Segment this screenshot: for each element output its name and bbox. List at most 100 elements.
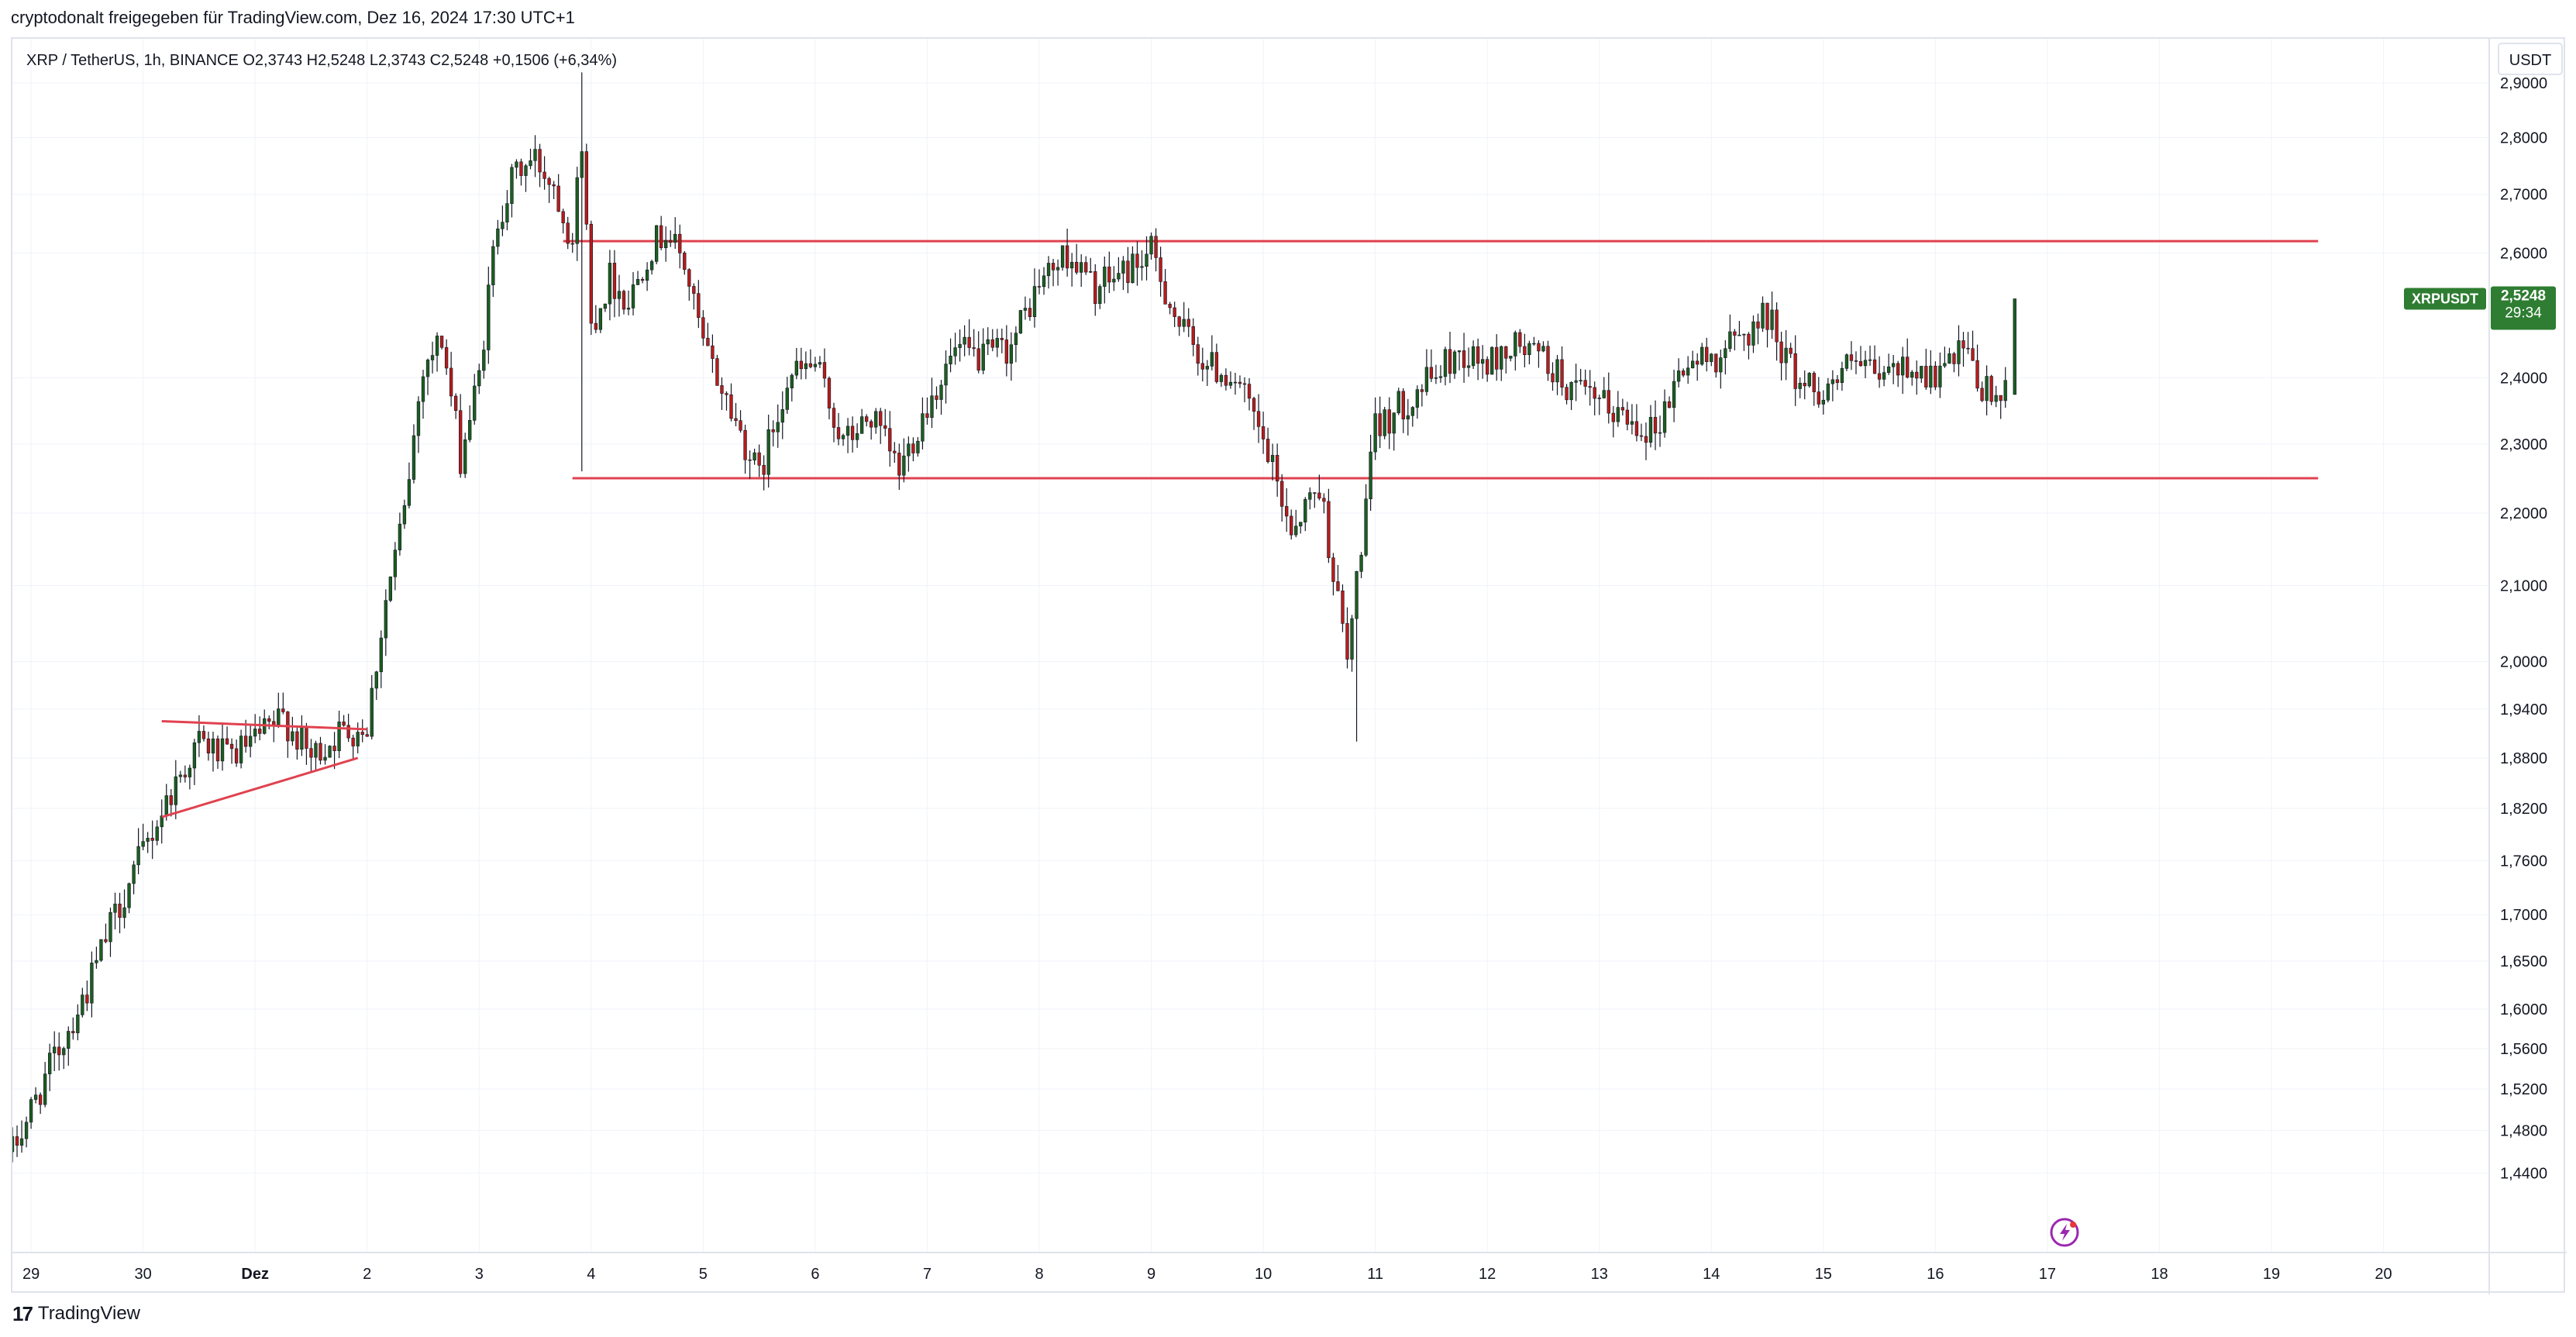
- candle-body: [1616, 407, 1620, 422]
- candle: [762, 455, 766, 491]
- candle: [1000, 328, 1004, 353]
- candle-body: [155, 826, 159, 841]
- candle: [314, 740, 318, 772]
- candle-body: [43, 1073, 47, 1105]
- currency-label: USDT: [2509, 52, 2551, 69]
- candle-body: [1504, 346, 1508, 359]
- candle: [1607, 372, 1610, 424]
- candle: [580, 72, 584, 472]
- price-tick-label: 1,5600: [2500, 1041, 2547, 1058]
- candle: [631, 272, 635, 315]
- candle: [248, 725, 253, 758]
- tradingview-logo[interactable]: 17 TradingView: [12, 1302, 140, 1325]
- candle: [1103, 257, 1107, 304]
- candle: [841, 433, 845, 446]
- candle-body: [547, 178, 551, 185]
- candle: [1392, 412, 1396, 451]
- candle-body: [1784, 347, 1788, 364]
- candle-body: [1303, 498, 1307, 522]
- candle: [38, 1092, 43, 1115]
- candle: [1975, 344, 1979, 392]
- lightning-bolt-icon[interactable]: [2050, 1218, 2079, 1247]
- candle-body: [1676, 370, 1681, 382]
- candle: [533, 135, 537, 177]
- candle: [267, 715, 271, 729]
- time-axis[interactable]: 29 30 Dez 2 3 4 5 6 7 8 9 10 11 12 13 14 15 16 17 18 19 20: [22, 1266, 2392, 1283]
- candle: [850, 416, 855, 453]
- candle-body: [963, 336, 966, 345]
- candle-body: [402, 505, 407, 525]
- candle: [1285, 488, 1289, 532]
- candle: [229, 738, 234, 764]
- candle: [1574, 364, 1578, 401]
- candle-body: [552, 184, 556, 187]
- candle: [277, 692, 281, 729]
- candle-body: [538, 149, 542, 173]
- candle-body: [370, 687, 374, 737]
- candle-body: [911, 443, 915, 453]
- candle: [379, 630, 383, 688]
- candle-body: [24, 1122, 29, 1139]
- candle: [1308, 487, 1312, 510]
- candle-body: [81, 994, 84, 1015]
- candle-body: [1700, 346, 1704, 365]
- price-tick-label: 2,4000: [2500, 370, 2547, 387]
- candle-body: [799, 360, 804, 370]
- candle-body: [622, 291, 626, 310]
- candle: [1532, 336, 1536, 346]
- candle: [935, 386, 938, 409]
- candle-body: [1089, 271, 1093, 273]
- candle-body: [1069, 261, 1074, 269]
- candle: [855, 423, 859, 448]
- candle: [519, 158, 523, 186]
- candle-body: [319, 743, 322, 761]
- candle-body: [720, 385, 724, 394]
- candle-body: [776, 422, 780, 432]
- candle: [95, 946, 98, 969]
- candle: [57, 1032, 61, 1071]
- candle: [1737, 321, 1741, 336]
- candle: [864, 414, 869, 427]
- candle: [780, 391, 784, 439]
- candle-body: [818, 362, 822, 365]
- candle: [547, 177, 551, 203]
- candle: [1985, 365, 1989, 415]
- candle-body: [832, 408, 836, 428]
- candle-body: [305, 727, 308, 749]
- candle-body: [1466, 365, 1471, 368]
- candle: [425, 358, 430, 395]
- candle-body: [976, 348, 980, 370]
- candle-body: [1607, 390, 1610, 414]
- price-axis[interactable]: 2,9000 2,8000 2,7000 2,6000 2,4000 2,3000 2,20…: [2500, 75, 2547, 1183]
- price-tick-label: 2,3000: [2500, 436, 2547, 453]
- candle: [1173, 302, 1176, 328]
- candle: [822, 348, 827, 388]
- candle-body: [346, 725, 350, 739]
- candle: [300, 715, 304, 756]
- candle-body: [626, 308, 631, 310]
- candlestick-chart[interactable]: 2,9000 2,8000 2,7000 2,6000 2,4000 2,3000 2,20…: [12, 39, 2567, 1294]
- candle-body: [1191, 326, 1195, 345]
- candle: [1140, 250, 1144, 281]
- candle-body: [1915, 371, 1919, 379]
- currency-button[interactable]: USDT: [2498, 43, 2563, 75]
- candle: [1056, 259, 1060, 286]
- candle-body: [225, 738, 229, 745]
- candle: [1341, 584, 1345, 632]
- time-tick-label: 11: [1367, 1266, 1383, 1283]
- candle-body: [1448, 349, 1452, 374]
- time-tick-label: 18: [2151, 1266, 2168, 1283]
- candle: [1495, 334, 1499, 381]
- candle-body: [608, 263, 612, 305]
- candle: [1705, 337, 1709, 372]
- candle: [1523, 333, 1527, 367]
- candle-body: [1658, 432, 1662, 434]
- triangle-bottom-line[interactable]: [161, 756, 359, 818]
- candle-body: [645, 269, 649, 281]
- candle: [925, 397, 929, 425]
- candle: [1514, 330, 1517, 371]
- candle: [188, 764, 192, 790]
- triangle-top-line[interactable]: [161, 719, 367, 731]
- candle: [2013, 298, 2016, 395]
- candle-body: [76, 1015, 80, 1034]
